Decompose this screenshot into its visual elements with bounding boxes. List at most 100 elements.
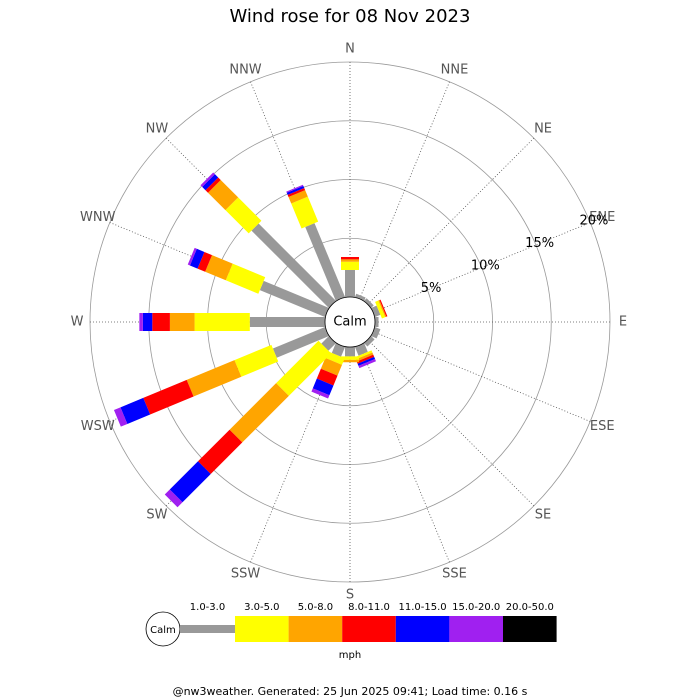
bar-segment bbox=[143, 379, 194, 415]
bar-segment bbox=[354, 293, 366, 301]
bar-segment bbox=[286, 184, 304, 193]
legend-label: 3.0-5.0 bbox=[244, 602, 279, 613]
bar-segment bbox=[364, 298, 374, 308]
legend-label: 8.0-11.0 bbox=[348, 602, 390, 613]
bar-segment bbox=[311, 388, 330, 399]
bar-segment bbox=[371, 305, 381, 318]
direction-label: SSW bbox=[231, 567, 261, 582]
bar-segment bbox=[152, 313, 170, 331]
bar-segment bbox=[341, 356, 359, 360]
legend-label: 1.0-3.0 bbox=[190, 602, 225, 613]
spoke bbox=[359, 81, 450, 300]
bar-segment bbox=[341, 259, 359, 262]
ring-label: 10% bbox=[471, 258, 500, 273]
bar-segment bbox=[169, 313, 195, 331]
bar-segment bbox=[234, 344, 279, 377]
legend-label: 20.0-50.0 bbox=[506, 602, 554, 613]
bar-segment bbox=[358, 359, 376, 369]
bar-segment bbox=[169, 461, 211, 503]
chart-title: Wind rose for 08 Nov 2023 bbox=[230, 6, 471, 27]
direction-label: W bbox=[71, 315, 84, 330]
direction-label: NNW bbox=[229, 62, 261, 77]
bar-segment bbox=[354, 343, 368, 356]
bar-segment bbox=[189, 248, 205, 269]
bar-segment bbox=[164, 489, 183, 508]
bar-segment bbox=[225, 197, 262, 234]
bar-segment bbox=[312, 378, 334, 396]
bar-segment bbox=[187, 247, 197, 266]
bar-segment bbox=[375, 300, 386, 319]
legend-label: 11.0-15.0 bbox=[399, 602, 447, 613]
bar-segment bbox=[305, 223, 346, 301]
bar-segment bbox=[198, 429, 243, 474]
spoke bbox=[372, 222, 591, 313]
legend-swatch bbox=[288, 616, 343, 642]
bar-segment bbox=[205, 255, 233, 281]
spoke bbox=[367, 339, 535, 507]
calm-label: Calm bbox=[333, 315, 366, 330]
footer: @nw3weather. Generated: 25 Jun 2025 09:4… bbox=[173, 685, 528, 698]
bar-segment bbox=[356, 354, 375, 364]
spoke bbox=[367, 137, 535, 305]
bar-segment bbox=[251, 223, 336, 308]
bar-segment bbox=[341, 261, 359, 270]
direction-label: S bbox=[346, 588, 354, 603]
direction-label: NNE bbox=[441, 62, 469, 77]
bar-segment bbox=[197, 251, 213, 272]
bar-segment bbox=[139, 313, 143, 331]
bar-segment bbox=[341, 257, 359, 260]
direction-label: WSW bbox=[81, 419, 115, 434]
bar-segment bbox=[354, 350, 373, 360]
legend-calm-label: Calm bbox=[150, 625, 176, 636]
ring-label: 20% bbox=[579, 213, 608, 228]
direction-label: NE bbox=[534, 121, 552, 136]
bar-segment bbox=[287, 187, 306, 198]
bar-segment bbox=[194, 313, 250, 331]
bar-segment bbox=[276, 340, 332, 396]
bar-segment bbox=[113, 407, 128, 427]
bar-segment bbox=[355, 352, 374, 362]
legend-swatch bbox=[503, 616, 557, 642]
bar-segment bbox=[229, 383, 289, 443]
spoke bbox=[359, 344, 450, 563]
ring-label: 5% bbox=[421, 281, 442, 296]
bar-segment bbox=[357, 356, 376, 366]
bar-segment bbox=[286, 185, 305, 195]
bar-segment bbox=[142, 313, 153, 331]
bar-segment bbox=[345, 269, 355, 297]
direction-label: SW bbox=[146, 508, 167, 523]
bar-segment bbox=[364, 336, 375, 347]
direction-label: E bbox=[619, 315, 627, 330]
legend-swatch bbox=[180, 625, 235, 633]
direction-label: SSE bbox=[442, 567, 467, 582]
bar-segment bbox=[291, 196, 319, 229]
bar-segment bbox=[288, 190, 308, 204]
direction-label: ENE bbox=[589, 210, 615, 225]
bar-segment bbox=[331, 343, 346, 357]
bar-segment bbox=[120, 397, 151, 424]
bar-segment bbox=[249, 317, 325, 327]
bar-segment bbox=[205, 177, 221, 193]
spoke bbox=[372, 331, 591, 422]
bar-segment bbox=[345, 347, 355, 357]
calm-circle bbox=[324, 296, 376, 348]
legend-swatch bbox=[449, 616, 503, 642]
bar-segment bbox=[325, 351, 345, 365]
bar-segment bbox=[320, 357, 343, 376]
bar-segment bbox=[371, 326, 381, 339]
legend-swatch bbox=[395, 616, 450, 642]
bar-segment bbox=[186, 360, 242, 397]
direction-label: NW bbox=[146, 121, 169, 136]
bar-segment bbox=[341, 359, 359, 363]
bar-segment bbox=[379, 299, 388, 317]
bar-segment bbox=[200, 172, 215, 187]
direction-label: N bbox=[345, 42, 355, 57]
bar-segment bbox=[225, 263, 266, 294]
legend-label: 5.0-8.0 bbox=[298, 602, 333, 613]
legend-unit: mph bbox=[339, 650, 361, 661]
bar-segment bbox=[316, 368, 338, 386]
direction-label: WNW bbox=[80, 210, 116, 225]
bar-segment bbox=[202, 174, 219, 191]
bar-segment bbox=[272, 326, 329, 358]
